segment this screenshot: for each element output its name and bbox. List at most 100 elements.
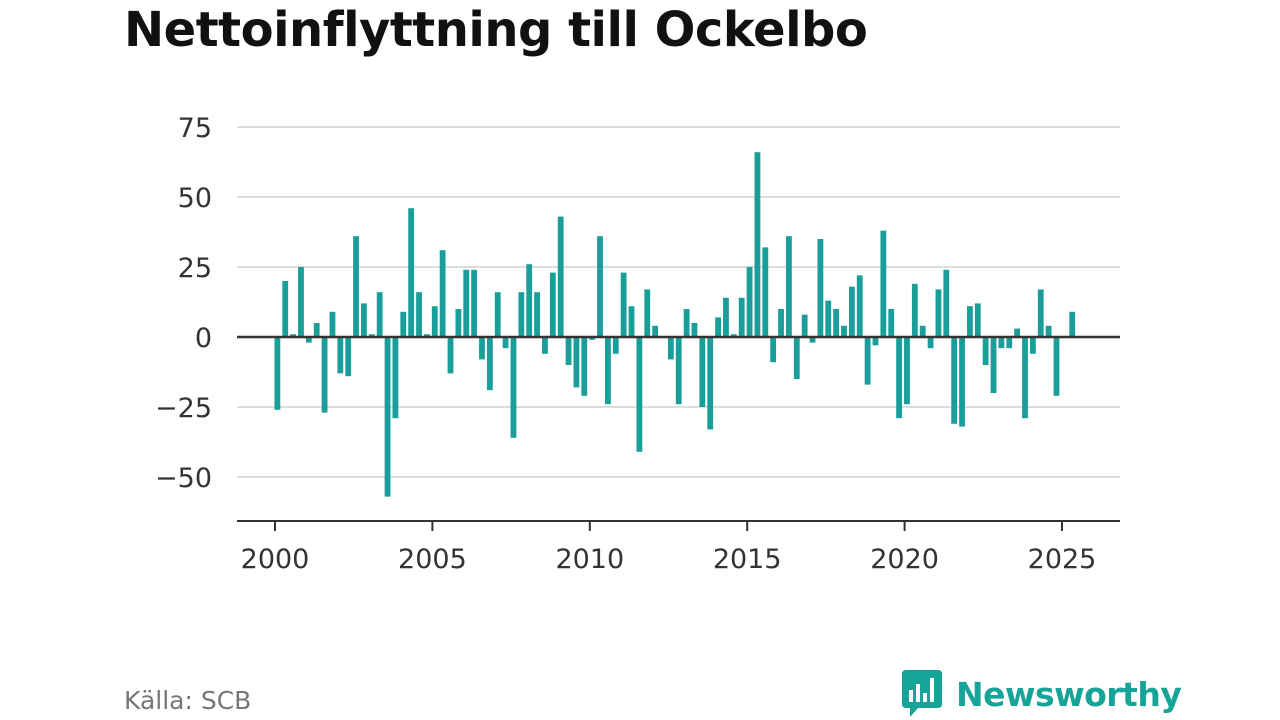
bar xyxy=(463,269,470,337)
bar xyxy=(911,283,918,337)
x-tick-label: 2025 xyxy=(1028,544,1097,575)
bar xyxy=(549,272,556,337)
bar xyxy=(967,306,973,337)
newsworthy-bubble-icon xyxy=(902,670,942,717)
bar xyxy=(888,309,895,337)
bar xyxy=(526,264,533,337)
bar xyxy=(825,300,832,337)
bar xyxy=(864,337,871,385)
bar xyxy=(1014,328,1021,337)
bar xyxy=(667,337,674,360)
bar xyxy=(305,337,312,343)
bar xyxy=(376,292,383,337)
bar xyxy=(998,337,1005,349)
x-tick-label: 2000 xyxy=(241,544,310,575)
bar xyxy=(636,337,643,452)
bar xyxy=(534,292,540,337)
bar xyxy=(384,337,391,497)
bar xyxy=(400,311,407,337)
bar xyxy=(620,272,627,337)
bar xyxy=(392,337,399,419)
bar xyxy=(282,281,289,337)
bar xyxy=(479,337,485,360)
bar xyxy=(707,337,714,430)
newsworthy-logo: Newsworthy xyxy=(902,670,1182,718)
bar xyxy=(809,337,816,343)
bar xyxy=(715,317,721,337)
bar xyxy=(612,337,619,354)
bar xyxy=(1053,337,1060,396)
y-tick-label: 25 xyxy=(178,253,212,284)
bar xyxy=(604,337,611,405)
bar xyxy=(321,337,328,413)
bar xyxy=(675,337,682,405)
bar xyxy=(699,337,706,407)
bar xyxy=(455,309,462,337)
x-tick-label: 2005 xyxy=(398,544,467,575)
x-tick-label: 2010 xyxy=(555,544,624,575)
bar xyxy=(959,337,965,427)
x-tick-label: 2020 xyxy=(870,544,939,575)
bar xyxy=(1029,337,1036,354)
bar xyxy=(494,292,501,337)
y-tick-label: −25 xyxy=(155,393,212,424)
bar xyxy=(565,337,572,365)
bar xyxy=(345,337,352,377)
bar xyxy=(329,311,336,337)
bar xyxy=(573,337,580,388)
bar xyxy=(486,337,493,391)
bar xyxy=(431,306,438,337)
y-tick-label: 0 xyxy=(195,323,212,354)
bar xyxy=(880,230,887,337)
bar xyxy=(738,297,745,337)
bar xyxy=(361,303,367,337)
bar xyxy=(368,334,375,337)
bar xyxy=(904,337,910,405)
bar xyxy=(927,337,934,349)
bar xyxy=(581,337,588,396)
bar xyxy=(683,309,690,337)
bar xyxy=(557,216,564,337)
bar xyxy=(1069,311,1076,337)
bar xyxy=(1037,289,1044,337)
bar xyxy=(423,334,430,337)
bar xyxy=(730,334,737,337)
bar xyxy=(353,236,359,337)
x-tick-label: 2015 xyxy=(713,544,782,575)
bar xyxy=(919,325,926,337)
bar xyxy=(408,208,415,337)
bar xyxy=(785,236,792,337)
bar xyxy=(762,247,769,337)
bar xyxy=(471,269,478,337)
bar xyxy=(793,337,800,379)
bar xyxy=(502,337,509,349)
bar xyxy=(746,267,753,337)
bar xyxy=(801,314,808,337)
bar xyxy=(597,236,603,337)
y-tick-label: 50 xyxy=(178,183,212,214)
bar xyxy=(518,292,525,337)
bar xyxy=(896,337,903,419)
bar xyxy=(416,292,422,337)
bar xyxy=(652,325,659,337)
bar xyxy=(848,286,855,337)
bar xyxy=(589,337,596,340)
bar xyxy=(833,309,840,337)
bar xyxy=(723,297,729,337)
bar xyxy=(290,334,297,337)
bar xyxy=(943,269,950,337)
bar xyxy=(770,337,777,363)
bar xyxy=(754,152,761,337)
bar xyxy=(817,239,824,337)
bar xyxy=(439,250,446,337)
bar xyxy=(974,303,981,337)
bar xyxy=(778,309,784,337)
bar xyxy=(644,289,651,337)
bar xyxy=(313,323,320,337)
bar xyxy=(274,337,281,410)
bar xyxy=(1006,337,1013,349)
bar xyxy=(982,337,989,365)
bar xyxy=(447,337,454,374)
bar xyxy=(856,275,863,337)
